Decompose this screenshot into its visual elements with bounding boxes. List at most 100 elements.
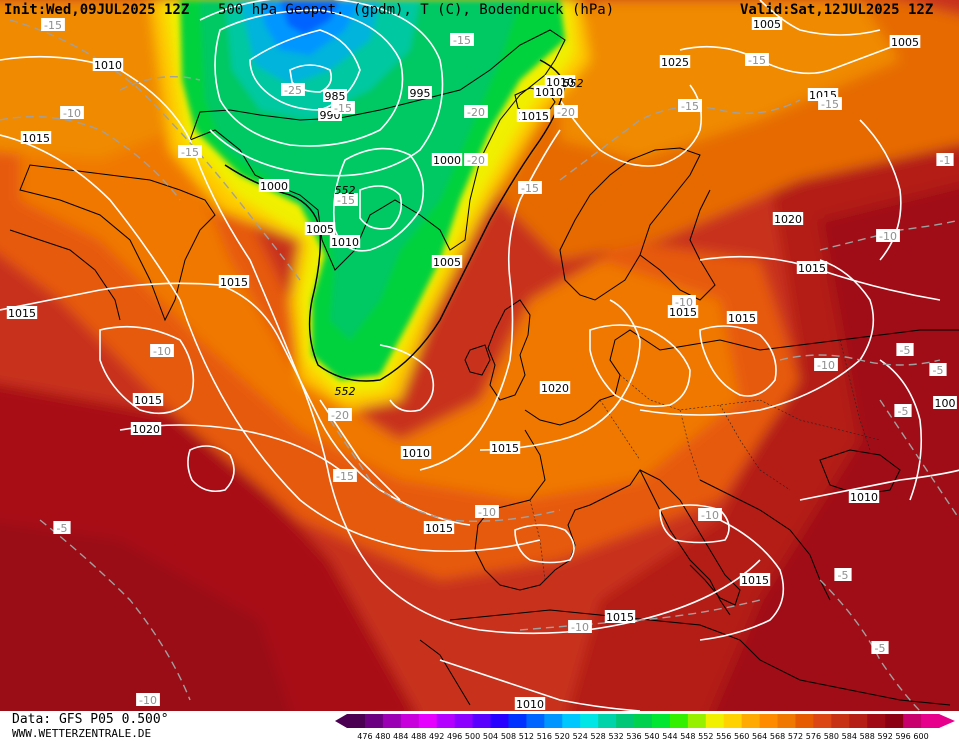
temp-label-text: -20	[557, 106, 575, 119]
temp-label-bg	[814, 358, 838, 371]
temp-label-text: -15	[453, 34, 471, 47]
colorbar-swatch	[472, 714, 492, 728]
colorbar-swatch	[705, 714, 725, 728]
pressure-label: 1000	[258, 179, 290, 193]
temp-label-bg	[834, 568, 852, 581]
temp-label: -15	[178, 145, 202, 159]
pressure-label-text: 1015	[521, 110, 549, 123]
temp-label: -10	[475, 505, 499, 519]
pressure-label: 985	[323, 89, 347, 103]
pressure-label-bg	[796, 261, 828, 274]
temp-label-text: -15	[521, 182, 539, 195]
temp-label: -15	[678, 99, 702, 113]
pressure-label-text: 1010	[546, 76, 574, 89]
pressure-label-text: 995	[410, 87, 431, 100]
pressure-label-bg	[323, 89, 347, 102]
pressure-label-bg	[258, 179, 290, 192]
pressure-label-bg	[539, 381, 571, 394]
pressure-label: 1020	[539, 381, 571, 395]
pressure-label-bg	[604, 610, 636, 623]
colorbar-tick-label: 580	[824, 732, 839, 741]
colorbar-tick-label: 572	[788, 732, 803, 741]
pressure-label: 100	[933, 396, 957, 410]
temp-label-text: -20	[331, 409, 349, 422]
pressure-label: 1015	[423, 521, 455, 535]
temp-label-text: -10	[571, 621, 589, 634]
colorbar-swatch	[741, 714, 761, 728]
pressure-label-bg	[329, 235, 361, 248]
pressure-label-bg	[933, 396, 957, 409]
colorbar-swatch	[795, 714, 814, 728]
temp-label-bg	[876, 229, 900, 242]
temp-label: -20	[328, 408, 352, 422]
temp-label-bg	[871, 641, 889, 654]
pressure-label: 1005	[304, 222, 336, 236]
pressure-label-text: 985	[325, 90, 346, 103]
pressure-label: 1015	[132, 393, 164, 407]
colorbar-tick-label: 492	[429, 732, 444, 741]
pressure-label-text: 1010	[94, 59, 122, 72]
pressure-label-bg	[431, 153, 463, 166]
temp-label: -15	[41, 18, 65, 32]
trough-field	[180, 0, 565, 380]
colorbar-swatch	[669, 714, 689, 728]
colorbar-tick-label: 496	[447, 732, 462, 741]
pressure-label: 1005	[751, 17, 783, 31]
temp-label-bg	[41, 18, 65, 31]
colorbar-tick-label: 540	[644, 732, 659, 741]
temp-label-bg	[896, 343, 914, 356]
country-borders	[529, 339, 881, 581]
colorbar-tick-label: 576	[806, 732, 821, 741]
geo-label: 552	[335, 184, 356, 197]
pressure-label-bg	[726, 311, 758, 324]
temp-label: -20	[464, 105, 488, 119]
temp-label: -15	[334, 193, 358, 207]
colorbar-tick-label: 568	[770, 732, 785, 741]
geo-label: 552	[335, 385, 356, 398]
temp-label-bg	[331, 101, 355, 114]
temp-label-text: -20	[467, 106, 485, 119]
pressure-label-bg	[423, 521, 455, 534]
pressure-label: 1015	[726, 311, 758, 325]
pressure-label-text: 1010	[402, 447, 430, 460]
pressure-label-text: 100	[935, 397, 956, 410]
temp-label: -20	[464, 153, 488, 167]
pressure-label-text: 1015	[8, 307, 36, 320]
temp-label-text: -10	[701, 509, 719, 522]
colorbar-tick-label: 556	[716, 732, 731, 741]
temp-label-bg	[328, 408, 352, 421]
pressure-label: 1010	[514, 697, 546, 711]
pressure-label-text: 1015	[741, 574, 769, 587]
geo-label: 552	[563, 77, 584, 90]
colorbar-tick-label: 560	[734, 732, 749, 741]
pressure-label-bg	[544, 75, 576, 88]
colorbar-tick-label: 536	[626, 732, 641, 741]
pressure-label: 1010	[329, 235, 361, 249]
init-value: Wed,09JUL2025 12Z	[46, 2, 190, 18]
pressure-label-text: 1010	[516, 698, 544, 711]
pressure-label-text: 1010	[535, 86, 563, 99]
temp-label: -15	[818, 97, 842, 111]
pressure-label-text: 1015	[728, 312, 756, 325]
temp-label-bg	[60, 106, 84, 119]
colorbar-swatch	[723, 714, 743, 728]
temp-label: -10	[876, 229, 900, 243]
temp-label-bg	[554, 105, 578, 118]
temp-label: -10	[136, 693, 160, 707]
pressure-label: 1010	[533, 85, 565, 99]
temp-label: -5	[834, 568, 852, 582]
temp-label: -5	[896, 343, 914, 357]
temp-label-bg	[333, 469, 357, 482]
map-canvas: 1010101510151005101098599099510001000100…	[0, 0, 959, 711]
temp-label-bg	[53, 521, 71, 534]
temp-label-bg	[450, 33, 474, 46]
temp-label: -10	[672, 295, 696, 309]
data-source: Data: GFS P05 0.500°	[12, 712, 169, 727]
colorbar-swatch	[634, 714, 653, 728]
temp-label-text: -5	[875, 642, 886, 655]
pressure-label-text: 1020	[541, 382, 569, 395]
temp-label-text: -10	[63, 107, 81, 120]
temp-label: -20	[554, 105, 578, 119]
colorbar-swatch	[687, 714, 707, 728]
pressure-label-bg	[132, 393, 164, 406]
